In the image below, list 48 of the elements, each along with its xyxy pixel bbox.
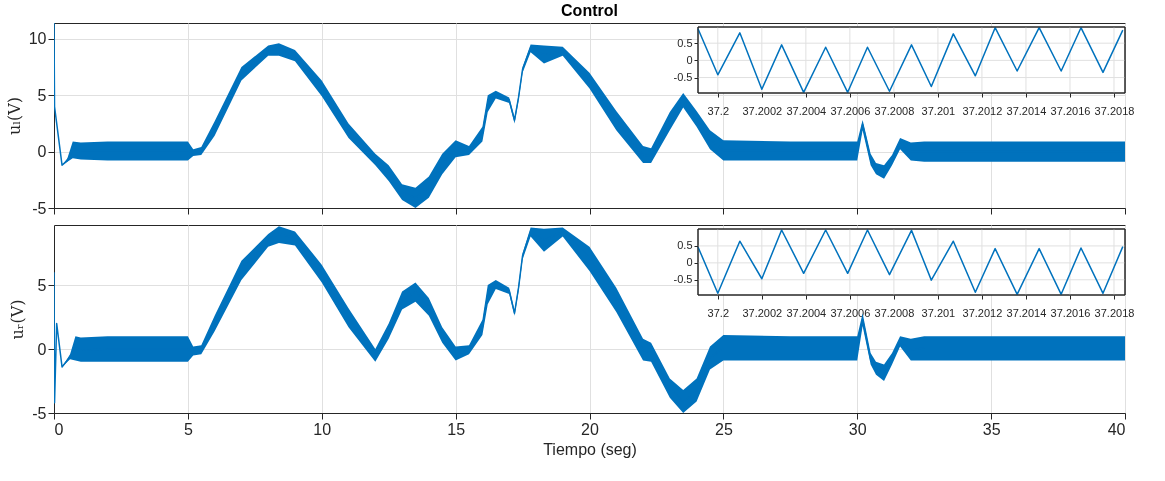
x-tick-label: 35: [982, 420, 1001, 438]
y-axis-title: uᵣ(V): [8, 299, 28, 340]
x-tick-label: 15: [447, 420, 466, 438]
y-tick-label: 0.5: [677, 36, 693, 49]
x-tick-label: 37.2018: [1094, 104, 1135, 117]
x-tick-label: 37.2004: [786, 104, 827, 117]
x-tick-label: 37.2002: [742, 306, 783, 319]
x-tick-label: 5: [183, 420, 193, 438]
x-tick-label: 37.2008: [874, 104, 915, 117]
x-tick-label: 37.2016: [1050, 306, 1091, 319]
x-tick-label: 37.201: [921, 306, 956, 319]
x-tick-label: 37.2014: [1006, 306, 1047, 319]
y-tick-label: 0: [686, 53, 693, 66]
y-tick-label: 0.5: [677, 239, 693, 252]
x-tick-label: 37.2002: [742, 104, 783, 117]
y-tick-label: 0: [686, 256, 693, 269]
x-tick-label: 40: [1107, 420, 1126, 438]
x-tick-label: 20: [581, 420, 599, 438]
x-tick-label: 37.2: [707, 104, 730, 117]
y-tick-label: -0.5: [673, 273, 693, 286]
x-tick-label: 30: [848, 420, 867, 438]
y-tick-label: 0: [37, 143, 47, 161]
y-axis-title: uₗ(V): [4, 96, 24, 136]
y-tick-label: -5: [32, 199, 47, 217]
x-tick-label: 37.2012: [962, 306, 1003, 319]
y-tick-label: -5: [32, 404, 47, 422]
x-tick-label: 10: [313, 420, 332, 438]
y-tick-label: 5: [37, 276, 47, 294]
y-tick-label: 0: [37, 340, 47, 358]
x-axis-title: Tiempo (seg): [543, 440, 637, 458]
x-tick-label: 37.2004: [786, 306, 827, 319]
y-tick-label: -0.5: [673, 71, 693, 84]
x-tick-label: 37.2014: [1006, 104, 1047, 117]
x-tick-label: 0: [54, 420, 64, 438]
line-series: [697, 26, 1124, 94]
x-tick-label: 37.2018: [1094, 306, 1135, 319]
x-tick-label: 37.2012: [962, 104, 1003, 117]
x-tick-label: 25: [714, 420, 733, 438]
y-tick-label: 10: [28, 30, 47, 48]
x-tick-label: 37.2008: [874, 306, 915, 319]
line-series: [697, 229, 1124, 296]
x-tick-label: 37.2016: [1050, 104, 1091, 117]
x-tick-label: 37.2: [707, 306, 730, 319]
x-tick-label: 37.201: [921, 104, 956, 117]
x-tick-label: 37.2006: [830, 306, 871, 319]
chart-title: Control: [561, 2, 618, 19]
y-tick-label: 5: [37, 86, 47, 104]
x-tick-label: 37.2006: [830, 104, 871, 117]
